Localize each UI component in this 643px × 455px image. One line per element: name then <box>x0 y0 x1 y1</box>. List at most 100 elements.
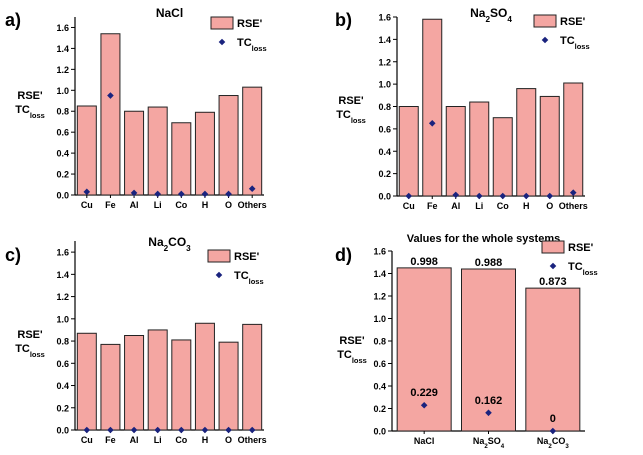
tcloss-point <box>130 189 138 197</box>
x-tick-label: Co <box>175 200 187 210</box>
legend: RSE' TCloss <box>207 249 264 286</box>
y-tick-label: 0.6 <box>373 359 386 369</box>
tcloss-point <box>83 426 91 434</box>
x-tick-label: Co <box>175 435 187 445</box>
y-tick-label: 0.6 <box>378 124 391 134</box>
tcloss-point <box>428 119 436 127</box>
legend-marker-swatch <box>218 38 226 46</box>
bar <box>124 110 145 196</box>
bar <box>492 117 513 197</box>
bar <box>516 88 537 197</box>
y-tick-label: 0.4 <box>56 381 69 391</box>
y-tick-label: 0.2 <box>56 403 69 413</box>
y-tick-label: 0.2 <box>378 169 391 179</box>
y-tick-label: 0.8 <box>378 102 391 112</box>
tcloss-point <box>225 426 232 434</box>
tcloss-point <box>499 192 507 200</box>
ylabel-tcloss: TCloss <box>336 109 366 125</box>
y-tick-label: 0.4 <box>378 147 391 157</box>
y-tick-label: 0.4 <box>56 149 69 159</box>
x-tick-label: H <box>202 435 209 445</box>
y-tick-label: 1.6 <box>378 13 391 23</box>
tcloss-point <box>522 192 530 200</box>
y-tick-label: 1.6 <box>56 23 69 33</box>
legend-bar-swatch <box>210 16 234 30</box>
y-tick-label: 0.8 <box>56 337 69 347</box>
legend-rse-label: RSE' <box>560 16 586 28</box>
ylabel-rse: RSE' <box>17 90 43 102</box>
y-tick-label: 0.6 <box>56 359 69 369</box>
bar <box>218 341 239 431</box>
chart-title: Values for the whole systems <box>407 233 560 245</box>
tcloss-point <box>546 192 554 200</box>
bar <box>242 86 263 196</box>
tcloss-point <box>569 189 577 196</box>
tcloss-point <box>154 426 161 434</box>
x-tick-label: Li <box>475 201 483 211</box>
ylabel-rse: RSE' <box>338 95 364 107</box>
y-tick-label: 1.0 <box>378 80 391 90</box>
tcloss-point <box>178 190 185 198</box>
legend: RSE' TCloss <box>210 16 267 53</box>
point-value-label: 0.229 <box>410 387 438 399</box>
tcloss-point <box>83 188 91 196</box>
x-tick-label: H <box>202 200 209 210</box>
tcloss-point <box>130 426 138 434</box>
y-tick-label: 0.0 <box>373 427 386 437</box>
x-tick-label: Al <box>451 201 460 211</box>
legend-bar-swatch <box>541 240 565 254</box>
y-tick-label: 0.2 <box>373 404 386 414</box>
chart-panel-3: c) Na2CO3 RSE' TCloss 0.0 0.2 0.4 0.6 0.8 1.0 1.2 1… <box>5 235 267 445</box>
bar <box>124 335 145 431</box>
tcloss-point <box>405 192 413 200</box>
y-tick-label: 1.0 <box>56 314 69 324</box>
x-tick-label: Na2CO3 <box>537 436 569 450</box>
y-tick-label: 0.8 <box>56 107 69 117</box>
chart-panel-4: d) Values for the whole systems RSE' TCloss… <box>335 233 598 450</box>
legend: RSE' TCloss <box>541 240 598 277</box>
tcloss-point <box>420 401 428 409</box>
tcloss-point <box>201 190 209 198</box>
chart-title: Na2SO4 <box>470 6 512 24</box>
x-tick-label: Cu <box>403 201 415 211</box>
y-tick-label: 1.2 <box>56 65 69 75</box>
y-tick-label: 0.0 <box>56 191 69 201</box>
bar <box>100 343 121 431</box>
ylabel-rse: RSE' <box>339 335 365 347</box>
tcloss-point <box>178 426 185 434</box>
bar <box>171 339 192 431</box>
tcloss-point <box>201 426 209 434</box>
x-tick-label: Li <box>154 200 162 210</box>
tcloss-point <box>154 190 161 198</box>
tcloss-point <box>549 427 557 435</box>
y-tick-label: 0.0 <box>56 426 69 436</box>
y-tick-label: 1.4 <box>56 270 69 280</box>
tcloss-point <box>248 185 256 193</box>
bar <box>422 18 443 197</box>
bar-value-label: 0.998 <box>410 256 438 268</box>
y-tick-label: 1.4 <box>378 35 391 45</box>
y-tick-label: 1.2 <box>373 292 386 302</box>
x-tick-label: Na2SO4 <box>473 436 505 450</box>
x-tick-label: Li <box>154 435 162 445</box>
x-tick-label: Others <box>238 435 267 445</box>
x-tick-label: Others <box>559 201 588 211</box>
bar <box>76 332 97 431</box>
legend-tcloss-label: TCloss <box>237 37 267 53</box>
y-tick-label: 1.6 <box>56 248 69 258</box>
x-tick-label: Fe <box>427 201 438 211</box>
panel-label: d) <box>335 245 352 265</box>
y-tick-label: 0.8 <box>373 337 386 347</box>
bar <box>398 106 419 197</box>
x-tick-label: O <box>225 435 232 445</box>
chart-title: NaCl <box>156 6 183 20</box>
point-value-label: 0.162 <box>475 395 503 407</box>
tcloss-point <box>248 426 256 434</box>
legend-tcloss-label: TCloss <box>560 35 590 51</box>
panel-label: b) <box>335 10 352 30</box>
bar <box>563 82 584 197</box>
legend-rse-label: RSE' <box>568 242 594 254</box>
x-tick-label: Co <box>497 201 509 211</box>
bar-value-label: 0.873 <box>539 276 567 288</box>
